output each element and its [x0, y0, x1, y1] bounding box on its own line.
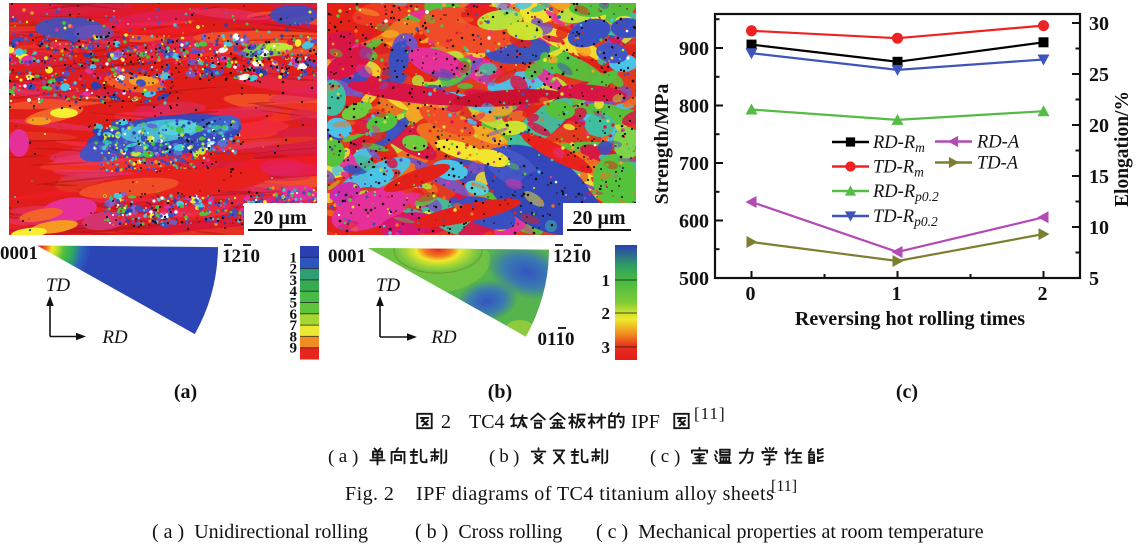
- svg-text:(: (: [489, 447, 495, 468]
- svg-text:RD-Rm: RD-Rm: [872, 133, 925, 155]
- svg-text:3: 3: [290, 273, 298, 289]
- svg-text:30: 30: [1089, 13, 1109, 35]
- svg-text:(: (: [328, 447, 334, 468]
- svg-text:a: a: [339, 446, 348, 467]
- svg-text:[11]: [11]: [771, 478, 797, 495]
- svg-text:3: 3: [602, 338, 611, 357]
- svg-text:1: 1: [290, 250, 298, 266]
- svg-text:1: 1: [892, 283, 902, 305]
- svg-text:( a ) Unidirectional rolling: ( a ) Unidirectional rolling: [152, 521, 368, 543]
- svg-text:10: 10: [1089, 217, 1109, 239]
- svg-text:2: 2: [1038, 283, 1048, 305]
- svg-text:TD-Rm: TD-Rm: [873, 158, 924, 180]
- svg-text:1210: 1210: [553, 246, 591, 267]
- svg-text:TD: TD: [46, 275, 71, 296]
- svg-text:20: 20: [1089, 115, 1109, 137]
- svg-text:Elongation/%: Elongation/%: [1112, 91, 1133, 207]
- svg-text:0001: 0001: [328, 246, 366, 267]
- svg-text:): ): [513, 447, 519, 468]
- svg-text:Strength/MPa: Strength/MPa: [651, 84, 673, 205]
- svg-text:2: 2: [602, 304, 611, 323]
- svg-text:900: 900: [679, 38, 709, 60]
- svg-text:IPF: IPF: [631, 411, 660, 433]
- svg-text:500: 500: [679, 268, 709, 290]
- svg-text:800: 800: [679, 96, 709, 118]
- svg-text:RD-A: RD-A: [976, 133, 1020, 153]
- svg-text:Fig. 2 IPF diagrams of TC4: Fig. 2 IPF diagrams of TC4 titanium allo…: [345, 483, 774, 505]
- svg-text:9: 9: [290, 341, 298, 357]
- svg-text:TD: TD: [376, 275, 401, 296]
- svg-text:0110: 0110: [538, 329, 575, 350]
- svg-text:2: 2: [441, 411, 451, 433]
- svg-text:2: 2: [290, 262, 298, 278]
- svg-text:(a): (a): [174, 381, 197, 403]
- svg-text:7: 7: [290, 318, 298, 334]
- svg-text:(c): (c): [896, 381, 918, 403]
- svg-text:( c ) Mechanical properties a: ( c ) Mechanical properties at room temp…: [596, 521, 984, 543]
- svg-text:TD-Rp0.2: TD-Rp0.2: [873, 207, 938, 229]
- svg-text:4: 4: [290, 284, 298, 300]
- svg-text:0001: 0001: [0, 243, 38, 264]
- svg-text:RD: RD: [430, 327, 457, 348]
- svg-text:): ): [674, 447, 680, 468]
- svg-text:Reversing hot rolling times: Reversing hot rolling times: [795, 308, 1025, 330]
- svg-text:(: (: [650, 447, 656, 468]
- svg-text:8: 8: [290, 329, 298, 345]
- svg-text:( b ) Cross rolling: ( b ) Cross rolling: [415, 521, 562, 543]
- svg-text:(b): (b): [488, 381, 512, 403]
- svg-text:c: c: [661, 446, 669, 467]
- svg-text:[11]: [11]: [694, 404, 726, 423]
- svg-text:5: 5: [1089, 268, 1099, 290]
- svg-text:RD: RD: [101, 327, 128, 348]
- svg-text:RD-Rp0.2: RD-Rp0.2: [872, 182, 939, 204]
- svg-text:15: 15: [1089, 166, 1109, 188]
- svg-text:5: 5: [290, 296, 298, 312]
- svg-text:TC4: TC4: [469, 411, 505, 433]
- svg-text:6: 6: [290, 307, 298, 323]
- svg-text:1: 1: [602, 271, 611, 290]
- svg-text:b: b: [499, 446, 509, 467]
- svg-text:TD-A: TD-A: [977, 154, 1019, 174]
- svg-text:25: 25: [1089, 64, 1109, 86]
- svg-text:600: 600: [679, 211, 709, 233]
- svg-text:1210: 1210: [222, 246, 260, 267]
- svg-text:0: 0: [746, 283, 756, 305]
- svg-text:): ): [352, 447, 358, 468]
- svg-text:20 μm: 20 μm: [573, 207, 626, 229]
- svg-text:20 μm: 20 μm: [254, 207, 307, 229]
- svg-text:700: 700: [679, 153, 709, 175]
